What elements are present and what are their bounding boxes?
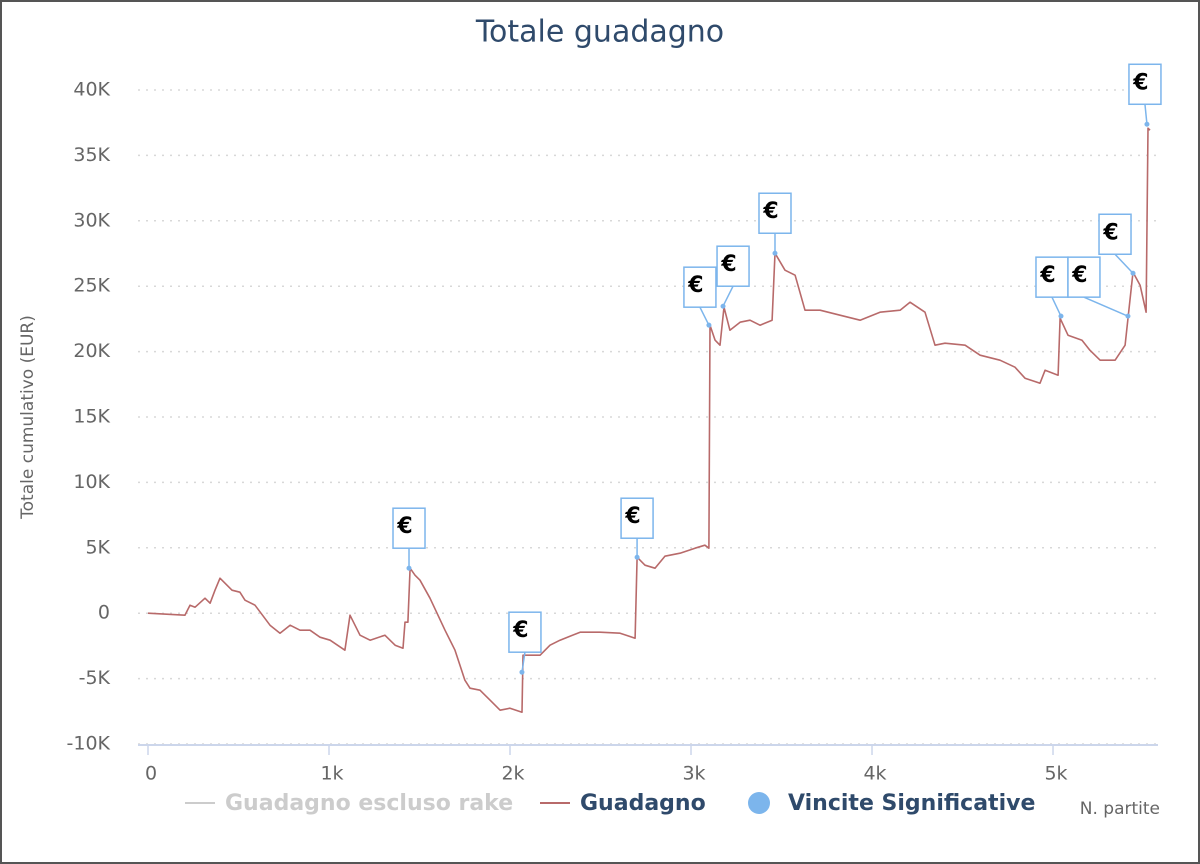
x-tick-label: 3k xyxy=(682,763,705,785)
flag-label: € xyxy=(512,618,528,643)
flag-label: € xyxy=(1039,263,1055,288)
point xyxy=(406,565,412,571)
point xyxy=(1058,313,1064,319)
flag-box xyxy=(758,192,792,234)
point xyxy=(720,303,726,309)
y-axis-title: Totale cumulativo (EUR) xyxy=(18,315,38,520)
y-tick-label: 10K xyxy=(73,471,110,493)
flag-box xyxy=(716,245,750,287)
point xyxy=(1130,270,1136,276)
y-tick-label: 35K xyxy=(73,144,110,166)
flag-leader xyxy=(1083,296,1129,317)
flag-box xyxy=(392,507,426,549)
y-tick-label: 0 xyxy=(98,602,110,624)
flag-leader xyxy=(699,306,710,326)
flag-label: € xyxy=(762,199,778,224)
point xyxy=(706,322,712,328)
flag-leader xyxy=(1051,296,1062,317)
x-tick-label: 5k xyxy=(1044,763,1067,785)
x-tick-label: 0 xyxy=(145,763,157,785)
flag-box xyxy=(1035,256,1069,298)
flag-label: € xyxy=(1132,70,1148,95)
y-tick-label: 5K xyxy=(85,536,110,558)
y-tick-label: 30K xyxy=(73,209,110,231)
y-tick-label: -10K xyxy=(67,733,111,755)
y-tick-label: -5K xyxy=(79,667,111,689)
legend-swatch xyxy=(748,792,770,814)
x-tick-label: 2k xyxy=(501,763,524,785)
y-tick-label: 20K xyxy=(73,340,110,362)
flag-box xyxy=(508,611,542,653)
chart-title: Totale guadagno xyxy=(475,15,724,50)
point xyxy=(772,250,778,256)
flag-box xyxy=(683,266,717,308)
point xyxy=(1144,121,1150,127)
flag-label: € xyxy=(720,252,736,277)
legend-label: Guadagno xyxy=(580,791,706,816)
point xyxy=(1125,313,1131,319)
flag-label: € xyxy=(624,504,640,529)
flag-label: € xyxy=(1102,220,1118,245)
x-axis-title: N. partite xyxy=(1080,799,1160,819)
flag-box xyxy=(1067,256,1101,298)
flag-box xyxy=(1098,213,1132,256)
flag-box xyxy=(1128,63,1162,106)
flag-box xyxy=(620,497,654,539)
y-tick-label: 25K xyxy=(73,275,110,297)
flag-label: € xyxy=(396,514,412,539)
x-tick-label: 4k xyxy=(863,763,886,785)
flag-leader xyxy=(521,652,526,673)
legend-label: Guadagno escluso rake xyxy=(225,791,513,816)
flag-label: € xyxy=(687,273,703,298)
flag-leader xyxy=(722,285,734,307)
point xyxy=(634,554,640,560)
y-tick-label: 40K xyxy=(73,79,110,101)
x-tick-label: 1k xyxy=(320,763,343,785)
legend-label: Vincite Significative xyxy=(788,791,1035,816)
point xyxy=(519,669,525,675)
y-tick-label: 15K xyxy=(73,406,110,428)
flag-label: € xyxy=(1071,263,1087,288)
flag-leader xyxy=(1114,253,1134,274)
flag-leader xyxy=(1144,104,1148,125)
